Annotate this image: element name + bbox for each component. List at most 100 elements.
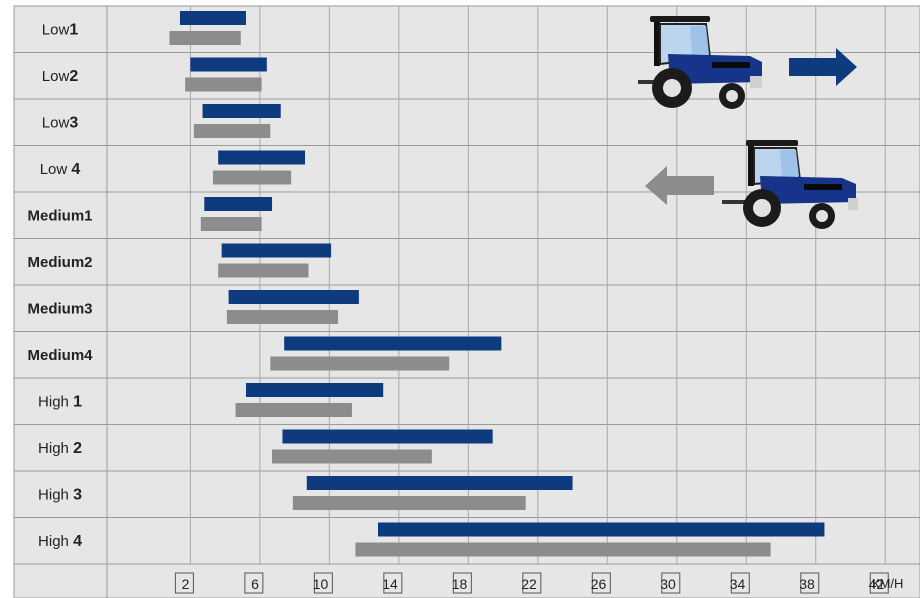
row-label-name: Low [40,161,72,178]
row-label-number: 4 [71,161,80,178]
x-tick-label: 14 [382,576,398,592]
bar-forward [221,243,332,258]
x-axis-ticks: 2 6 10 14 18 22 26 30 34 38 42 [174,572,889,594]
x-tick-label: 22 [521,576,537,592]
row-label: Low2 [42,68,79,85]
bar-forward [190,57,267,72]
x-tick-label: 6 [251,576,259,592]
bar-forward [245,383,384,397]
x-tick-box [661,572,681,594]
tractor-forward-icon [638,16,762,109]
bar-reverse [212,170,292,185]
row-label-name: Medium4 [27,347,93,364]
x-tick-box [730,572,750,594]
row-label-name: Medium1 [27,207,92,224]
row-label: Medium4 [27,347,93,364]
bar-forward [179,11,246,25]
row-label-number: 3 [69,114,78,131]
x-tick-label: 38 [799,576,815,592]
bar-reverse [218,263,309,278]
row-label-name: High [38,440,73,457]
x-tick-label: 18 [452,576,468,592]
x-tick-label: 30 [660,576,676,592]
bar-reverse [355,542,771,557]
grid [14,6,920,565]
bar-reverse [270,356,450,371]
bar-forward [378,522,825,537]
x-tick-label: 42 [869,576,885,592]
row-label: Low 4 [40,161,81,178]
row-label: Low1 [42,21,79,38]
row-label: Medium1 [27,207,92,224]
row-label-name: High [38,393,73,410]
legend-forward [638,16,857,109]
arrow-left-icon [645,166,714,205]
bar-forward [218,150,306,165]
x-tick: 38 [799,572,820,594]
bar-reverse [272,449,432,464]
x-axis-unit: КМ/Н [872,576,903,591]
x-tick: 2 [174,572,194,594]
x-tick: 42 [869,572,889,594]
bars [169,11,825,557]
x-tick: 14 [382,572,403,594]
bar-forward [228,290,359,304]
row-label-number: 4 [73,533,82,550]
x-tick-label: 34 [730,576,746,592]
x-tick: 6 [244,572,264,594]
bar-reverse [169,31,241,45]
bar-reverse [226,310,339,324]
row-label-name: Low [42,21,70,38]
x-tick-label: 10 [313,576,329,592]
row-label-number: 2 [69,68,78,85]
x-tick: 10 [313,572,333,594]
legend-reverse [645,140,858,229]
x-tick-box [869,572,889,594]
row-label-name: Medium3 [27,300,92,317]
row-label: Medium2 [27,254,92,271]
x-tick-box [800,572,820,594]
x-tick-box [522,572,542,594]
row-label-name: Low [42,68,70,85]
x-tick: 22 [521,572,542,594]
bar-reverse [200,217,262,231]
row-label-name: High [38,486,73,503]
row-label: Low3 [42,114,79,131]
x-tick: 18 [452,572,472,594]
x-tick-box [313,572,333,594]
x-tick: 30 [660,572,681,594]
row-label-number: 1 [73,393,82,410]
bar-reverse [193,124,271,138]
x-tick-box [591,572,611,594]
row-label-name: Low [42,114,70,131]
bar-reverse [185,77,262,92]
row-label-number: 3 [73,486,82,503]
bar-forward [204,197,273,211]
x-tick-box [244,572,264,594]
row-label-name: High [38,533,73,550]
x-tick: 26 [591,572,611,594]
row-label-number: 1 [69,21,78,38]
x-tick-box [452,572,472,594]
arrow-right-icon [789,48,857,86]
tractor-reverse-icon [722,140,858,229]
x-tick-label: 26 [591,576,607,592]
bar-forward [284,336,502,351]
x-tick-label: 2 [182,576,190,592]
row-label: Medium3 [27,300,92,317]
x-tick: 34 [730,572,750,594]
bar-forward [202,104,281,118]
x-tick-box [383,572,403,594]
row-label-name: Medium2 [27,254,92,271]
bar-reverse [235,403,352,417]
row-label: High 4 [38,533,82,550]
bar-forward [306,476,573,490]
bar-reverse [292,496,526,510]
bar-forward [282,429,493,444]
row-label: High 2 [38,440,82,457]
row-label: High 1 [38,393,82,410]
row-label: High 3 [38,486,82,503]
